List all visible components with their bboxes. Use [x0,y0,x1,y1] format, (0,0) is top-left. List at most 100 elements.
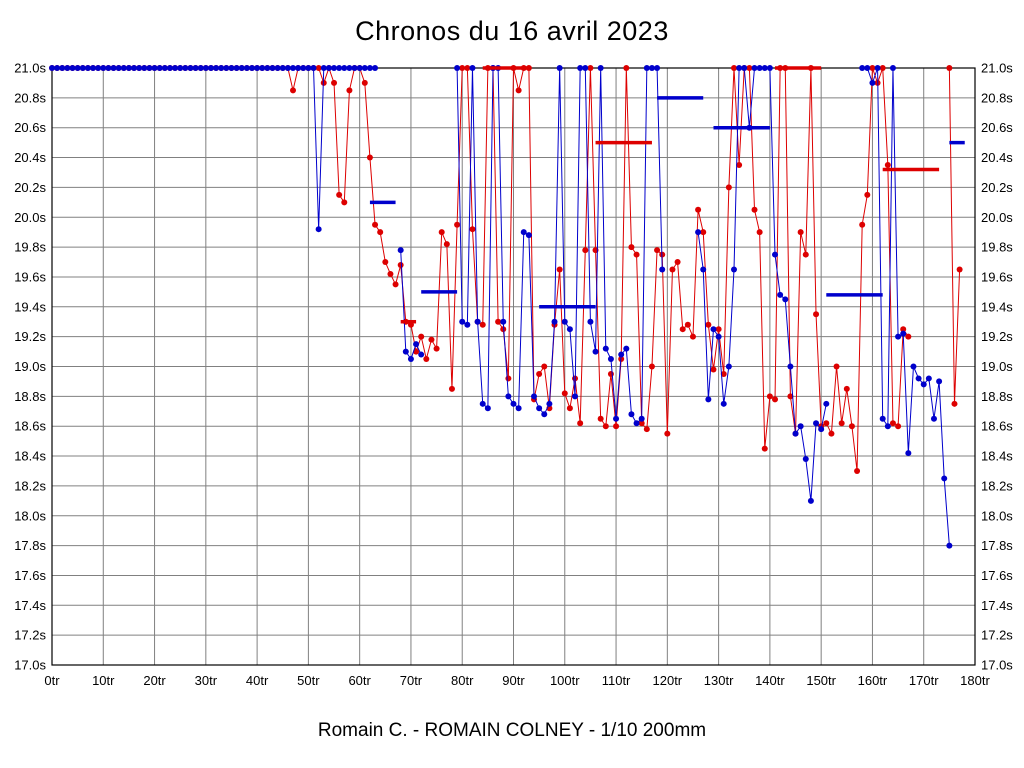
data-point [392,281,399,288]
data-point [587,65,594,71]
data-point [151,65,158,71]
data-point [613,415,620,422]
x-tick-label: 180tr [960,673,990,688]
series-chrono-bleu [49,65,953,549]
x-tick-label: 30tr [195,673,218,688]
x-tick-label: 150tr [806,673,836,688]
data-point [859,221,866,228]
data-point [751,206,758,213]
data-point [341,65,348,71]
series-line [948,67,961,404]
data-point [382,259,389,266]
data-point [710,366,717,373]
data-point [79,65,86,71]
data-point [920,381,927,388]
y-tick-label-left: 19.2s [14,329,46,344]
data-point [505,375,512,382]
data-point [566,405,573,412]
data-point [869,65,876,71]
data-point [443,241,450,248]
data-point [336,65,343,71]
data-point [628,244,635,251]
data-point [166,65,173,71]
grid [51,67,976,666]
data-point [766,393,773,400]
data-point [182,65,189,71]
data-point [372,65,379,71]
data-point [895,333,902,340]
data-point [936,378,943,385]
y-tick-label-left: 20.4s [14,150,46,165]
data-point [464,321,471,328]
x-tick-label: 130tr [704,673,734,688]
x-tick-label: 0tr [44,673,60,688]
y-tick-label-left: 19.0s [14,359,46,374]
y-tick-label-right: 18.8s [981,389,1013,404]
data-point [951,400,958,407]
data-point [413,348,420,355]
y-tick-label-left: 18.0s [14,508,46,523]
data-point [864,65,871,71]
data-point [541,363,548,370]
data-point [587,318,594,325]
data-point [341,199,348,206]
data-point [536,405,543,412]
data-point [633,251,640,258]
data-point [700,229,707,236]
data-point [643,426,650,433]
data-point [884,162,891,169]
x-tick-label: 10tr [92,673,115,688]
data-point [838,420,845,427]
data-point [192,65,199,71]
data-point [346,65,353,71]
data-point [428,336,435,343]
data-point [74,65,81,71]
data-point [448,385,455,392]
data-point [474,318,481,325]
data-point [397,262,404,269]
data-point [95,65,102,71]
data-point [848,423,855,430]
data-point [361,79,368,86]
data-point [536,370,543,377]
segment-markers [369,66,965,324]
data-point [879,415,886,422]
data-point [915,375,922,382]
data-point [766,65,773,71]
data-point [561,390,568,397]
data-point [141,65,148,71]
data-point [100,65,107,71]
data-point [736,162,743,169]
data-point [900,326,907,333]
data-point [818,426,825,433]
data-point [582,247,589,254]
data-point [372,221,379,228]
data-point [377,229,384,236]
data-point [423,356,430,363]
data-point [243,65,250,71]
chart-footer: Romain C. - ROMAIN COLNEY - 1/10 200mm [317,720,707,741]
data-point [925,375,932,382]
data-point [454,221,461,228]
y-tick-label-left: 17.6s [14,568,46,583]
data-point [556,65,563,71]
data-point [510,400,517,407]
y-tick-label-left: 18.2s [14,478,46,493]
y-tick-label-left: 18.8s [14,389,46,404]
x-tick-label: 70tr [400,673,423,688]
y-tick-label-right: 17.8s [981,538,1013,553]
data-point [413,341,420,348]
data-point [623,345,630,352]
y-tick-label-right: 17.2s [981,628,1013,643]
data-point [469,65,476,71]
data-point [64,65,71,71]
data-point [459,65,466,71]
x-tick-label: 120tr [653,673,683,688]
data-point [910,363,917,370]
data-point [725,363,732,370]
data-point [59,65,66,71]
y-tick-label-left: 20.2s [14,180,46,195]
data-point [577,420,584,427]
y-tick-label-left: 19.6s [14,269,46,284]
